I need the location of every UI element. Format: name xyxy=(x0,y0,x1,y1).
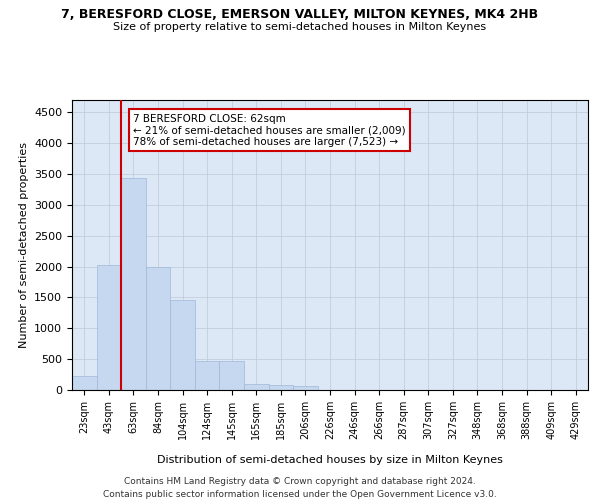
Bar xyxy=(72,376,97,390)
Text: Distribution of semi-detached houses by size in Milton Keynes: Distribution of semi-detached houses by … xyxy=(157,455,503,465)
Bar xyxy=(244,384,269,390)
Bar xyxy=(195,361,220,390)
Text: Contains HM Land Registry data © Crown copyright and database right 2024.: Contains HM Land Registry data © Crown c… xyxy=(124,478,476,486)
Bar xyxy=(220,361,244,390)
Text: Size of property relative to semi-detached houses in Milton Keynes: Size of property relative to semi-detach… xyxy=(113,22,487,32)
Bar xyxy=(293,386,318,390)
Bar xyxy=(97,266,121,390)
Bar xyxy=(170,300,195,390)
Text: 7, BERESFORD CLOSE, EMERSON VALLEY, MILTON KEYNES, MK4 2HB: 7, BERESFORD CLOSE, EMERSON VALLEY, MILT… xyxy=(61,8,539,20)
Bar xyxy=(146,266,170,390)
Text: Contains public sector information licensed under the Open Government Licence v3: Contains public sector information licen… xyxy=(103,490,497,499)
Bar xyxy=(121,178,146,390)
Text: 7 BERESFORD CLOSE: 62sqm
← 21% of semi-detached houses are smaller (2,009)
78% o: 7 BERESFORD CLOSE: 62sqm ← 21% of semi-d… xyxy=(133,114,406,147)
Y-axis label: Number of semi-detached properties: Number of semi-detached properties xyxy=(19,142,29,348)
Bar xyxy=(269,385,293,390)
